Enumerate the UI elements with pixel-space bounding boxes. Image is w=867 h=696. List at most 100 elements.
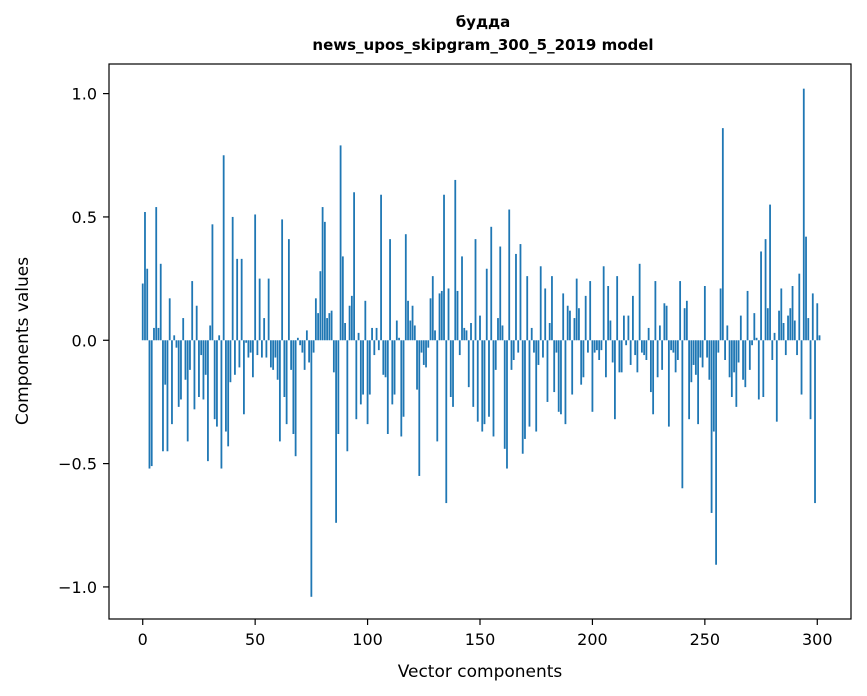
bar — [757, 340, 760, 400]
bar — [395, 320, 398, 341]
bar — [712, 340, 715, 432]
bar — [294, 340, 297, 457]
bar — [200, 340, 203, 356]
bar — [429, 298, 432, 341]
bar — [207, 340, 209, 462]
bar — [312, 340, 315, 353]
bar — [481, 340, 484, 432]
bar — [220, 340, 223, 469]
bar — [472, 340, 475, 407]
bar — [476, 340, 479, 422]
bar — [751, 340, 753, 346]
bar — [323, 221, 326, 341]
bar — [449, 340, 452, 397]
bar — [463, 327, 466, 341]
bar — [805, 236, 807, 341]
bar — [634, 340, 637, 356]
plot-frame — [108, 63, 852, 620]
bar — [166, 340, 169, 452]
bar — [366, 340, 369, 425]
bar — [811, 293, 814, 341]
bar — [335, 340, 337, 523]
bar — [236, 258, 239, 341]
bar — [744, 340, 747, 388]
bar — [802, 88, 805, 341]
bar — [647, 327, 650, 341]
bar — [474, 239, 477, 341]
bar — [247, 340, 250, 358]
bar — [667, 340, 670, 427]
x-tick-label: 0 — [138, 630, 148, 649]
bar — [319, 271, 322, 341]
bar — [157, 327, 160, 341]
bar — [413, 325, 416, 341]
bar — [699, 340, 702, 358]
bar — [645, 340, 648, 360]
bar — [661, 340, 664, 370]
bar — [218, 335, 221, 341]
bar — [796, 340, 798, 356]
bar — [627, 315, 630, 341]
bar — [670, 340, 673, 351]
bar — [407, 300, 409, 341]
bar — [310, 340, 313, 597]
bar — [643, 340, 646, 356]
bar — [150, 340, 153, 467]
bar — [377, 340, 380, 351]
bar — [537, 340, 540, 365]
bar — [656, 340, 659, 378]
bar — [258, 278, 261, 341]
bar — [582, 340, 585, 378]
bar — [773, 332, 776, 341]
bar — [175, 340, 178, 348]
bar — [548, 323, 551, 341]
bar — [782, 323, 785, 341]
bar — [155, 207, 158, 341]
bar — [243, 340, 245, 415]
bar — [510, 340, 513, 370]
bar — [141, 283, 144, 341]
bar — [301, 340, 304, 353]
bar — [305, 330, 308, 341]
bar — [591, 340, 594, 412]
bar — [564, 340, 567, 425]
bar — [485, 268, 488, 341]
bar — [371, 327, 373, 341]
bar — [398, 337, 400, 341]
bar — [512, 340, 515, 360]
bar — [308, 340, 311, 363]
bar — [492, 340, 495, 437]
chart-subtitle: news_upos_skipgram_300_5_2019 model — [312, 36, 653, 54]
bar — [607, 286, 610, 341]
bar — [636, 340, 639, 373]
bar — [364, 300, 367, 341]
bar — [730, 340, 733, 397]
bar — [290, 340, 293, 370]
bar — [553, 340, 556, 393]
y-tick-label: −0.5 — [58, 455, 97, 474]
bar — [431, 276, 434, 341]
y-tick-label: 0.5 — [72, 208, 97, 227]
bar — [362, 340, 364, 395]
bar — [391, 340, 394, 405]
bar — [355, 340, 358, 420]
bar — [499, 246, 502, 341]
bar — [249, 340, 252, 353]
bar — [715, 340, 717, 565]
bar — [748, 340, 751, 370]
bar — [328, 313, 331, 341]
bar — [724, 340, 726, 360]
bar — [620, 340, 623, 373]
bar — [596, 340, 598, 351]
bar — [755, 337, 758, 341]
bar — [674, 340, 677, 373]
bar — [710, 340, 713, 513]
bar — [467, 340, 470, 388]
bar — [144, 212, 146, 341]
bar — [434, 330, 436, 341]
bar — [672, 340, 675, 353]
bar — [665, 305, 668, 341]
bar — [735, 340, 738, 407]
bar — [427, 340, 430, 348]
